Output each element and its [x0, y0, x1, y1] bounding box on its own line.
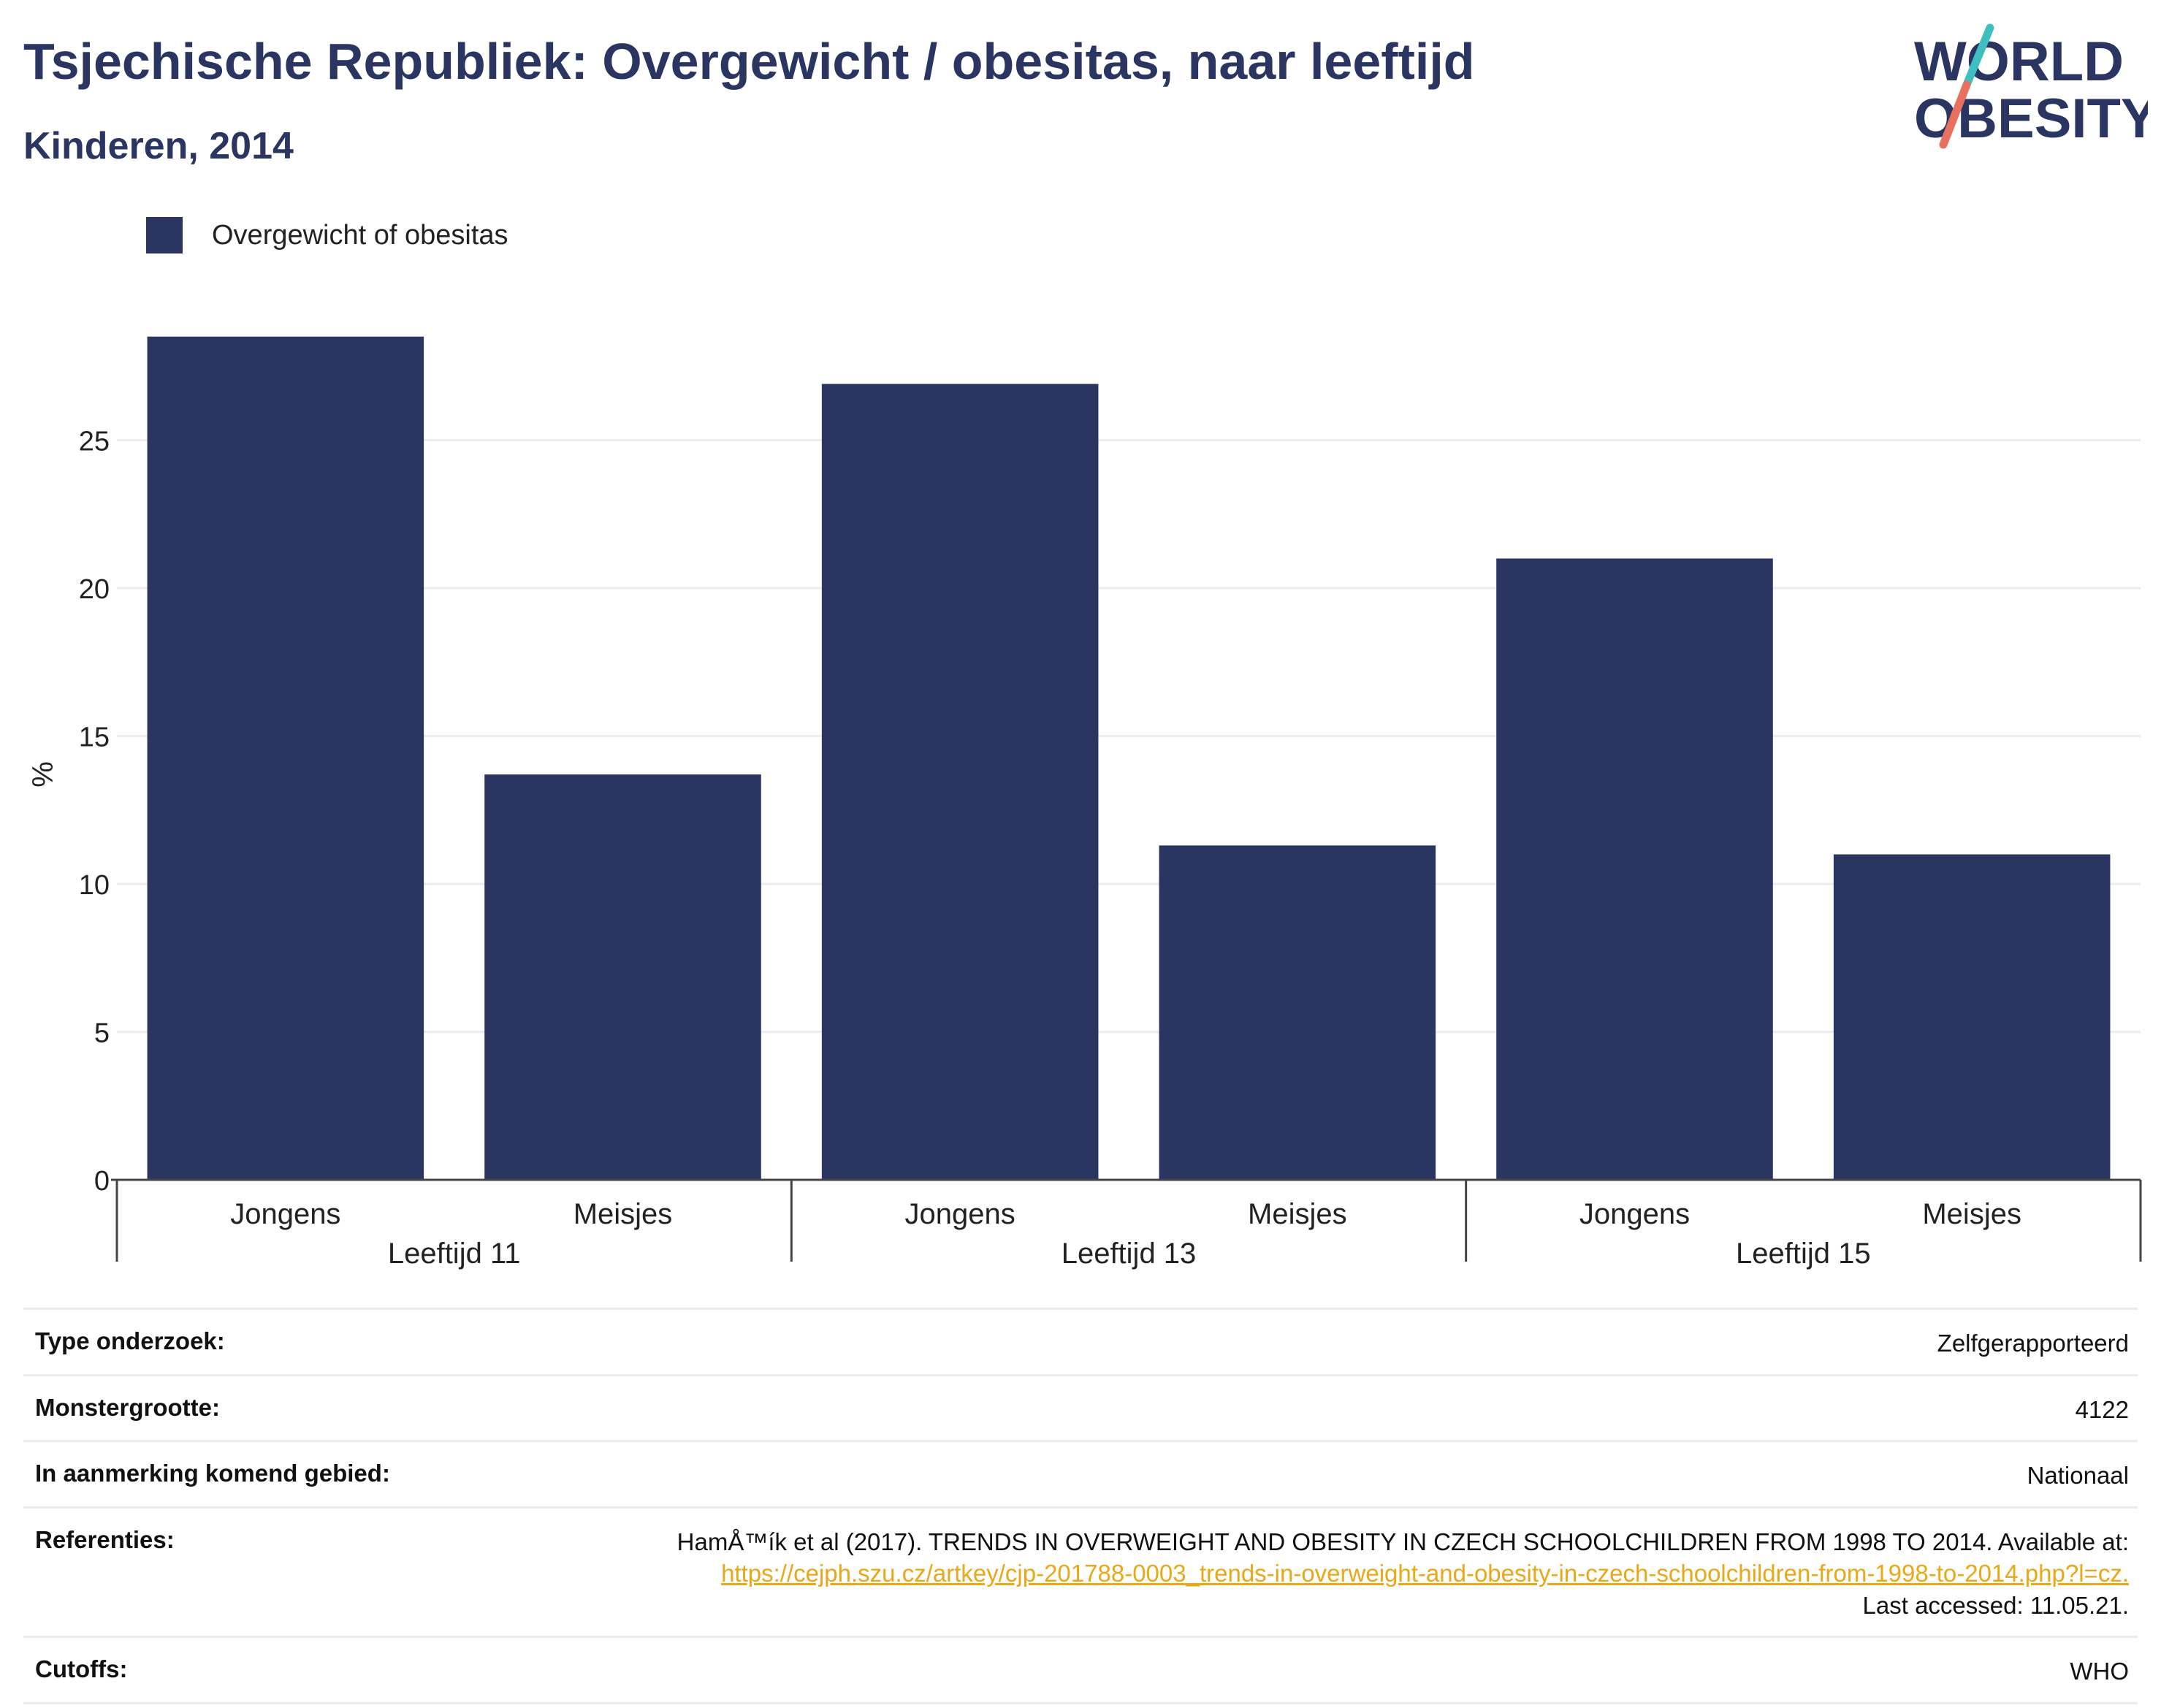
area-label: In aanmerking komend gebied: — [35, 1460, 390, 1487]
y-tick-label: 10 — [79, 870, 110, 901]
sample-size-label: Monstergrootte: — [35, 1393, 220, 1421]
bar — [1833, 854, 2111, 1180]
chart-title: Tsjechische Republiek: Overgewicht / obe… — [23, 33, 1475, 90]
bar — [484, 774, 761, 1180]
chart-subtitle: Kinderen, 2014 — [23, 125, 294, 167]
legend-label: Overgewicht of obesitas — [212, 219, 508, 251]
x-tick-label: Meisjes — [1922, 1198, 2021, 1230]
x-tick-label: Jongens — [1579, 1198, 1690, 1230]
references-text: HamÅ™ík et al (2017). TRENDS IN OVERWEIG… — [676, 1528, 2129, 1555]
info-row-sample-size: Monstergrootte: 4122 — [23, 1373, 2138, 1441]
references-link[interactable]: https://cejph.szu.cz/artkey/cjp-201788-0… — [721, 1560, 2129, 1587]
y-tick-label: 20 — [79, 574, 110, 605]
axes: 0 5 10 15 20 25 Jongens Meisjes Leeftijd 11 Jonge… — [79, 427, 2142, 1270]
logo-slash-top — [1962, 23, 1994, 89]
info-table: Type onderzoek: Zelfgerapporteerd Monste… — [23, 1308, 2138, 1704]
y-tick-label: 5 — [94, 1018, 110, 1049]
world-obesity-logo: WORLD OBESITY — [1914, 23, 2148, 150]
y-tick-label: 15 — [79, 723, 110, 753]
x-tick-label: Jongens — [905, 1198, 1015, 1230]
survey-type-value: Zelfgerapporteerd — [1937, 1330, 2129, 1357]
info-row-survey-type: Type onderzoek: Zelfgerapporteerd — [23, 1308, 2138, 1374]
info-row-cutoffs: Cutoffs: WHO — [23, 1636, 2138, 1704]
logo-word-world: WORLD — [1914, 31, 2124, 93]
bars — [147, 336, 2111, 1180]
logo-slash-bottom — [1939, 80, 1971, 149]
group-label: Leeftijd 13 — [1062, 1238, 1197, 1270]
sample-size-value: 4122 — [2075, 1395, 2129, 1423]
group-label: Leeftijd 11 — [388, 1238, 521, 1270]
bar — [821, 384, 1099, 1180]
x-tick-label: Meisjes — [1248, 1198, 1347, 1230]
bar — [1496, 558, 1773, 1180]
cutoffs-label: Cutoffs: — [35, 1655, 128, 1683]
legend: Overgewicht of obesitas — [146, 217, 508, 253]
survey-type-label: Type onderzoek: — [35, 1327, 225, 1354]
bar — [147, 336, 424, 1180]
info-row-references: Referenties: HamÅ™ík et al (2017). TREND… — [23, 1506, 2138, 1636]
info-row-area: In aanmerking komend gebied: Nationaal — [23, 1440, 2138, 1506]
references-accessed: Last accessed: 11.05.21. — [1862, 1591, 2129, 1619]
y-tick-label: 25 — [79, 427, 110, 457]
x-tick-label: Meisjes — [573, 1198, 673, 1230]
cutoffs-value: WHO — [2070, 1658, 2129, 1685]
group-label: Leeftijd 15 — [1736, 1238, 1871, 1270]
references-value: HamÅ™ík et al (2017). TRENDS IN OVERWEIG… — [677, 1526, 2129, 1622]
x-tick-label: Jongens — [230, 1198, 340, 1230]
bar-chart: 0 5 10 15 20 25 Jongens Meisjes Leeftijd 11 Jonge… — [27, 336, 2142, 1270]
bar — [1159, 845, 1436, 1180]
references-label: Referenties: — [35, 1525, 175, 1553]
legend-swatch — [146, 217, 183, 253]
y-axis-label: % — [27, 761, 59, 788]
gridlines — [117, 439, 2141, 1033]
y-tick-label: 0 — [94, 1166, 110, 1197]
area-value: Nationaal — [2027, 1462, 2129, 1490]
